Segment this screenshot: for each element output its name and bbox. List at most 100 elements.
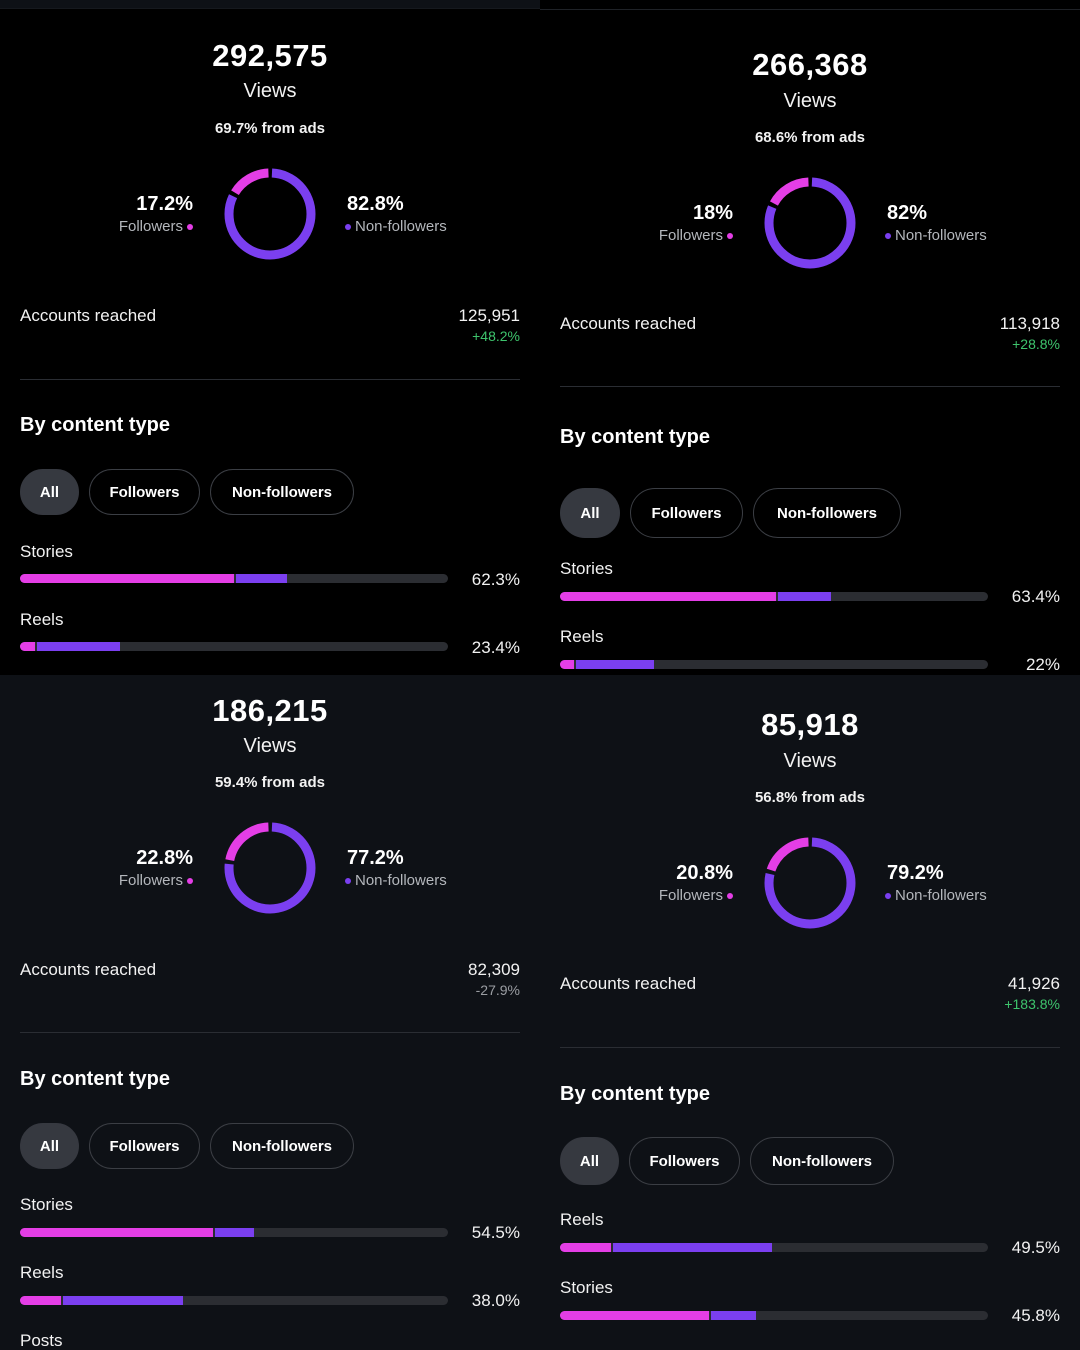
bar-nonfollowers-segment — [215, 1228, 254, 1237]
content-row-percent: 62.3% — [471, 570, 520, 589]
bar-followers-segment — [20, 1228, 213, 1237]
nonfollowers-dot-icon — [885, 893, 891, 900]
section-title: By content type — [560, 1083, 711, 1105]
followers-label: Followers — [118, 872, 183, 889]
followers-legend: Followers — [659, 887, 733, 904]
section-title: By content type — [20, 414, 171, 436]
content-row-bar — [560, 660, 988, 669]
followers-label: Followers — [118, 218, 183, 235]
accounts-reached-change: +28.8% — [1012, 336, 1060, 352]
nonfollowers-dot-icon — [885, 233, 891, 240]
accounts-reached-change: +48.2% — [472, 328, 520, 344]
content-row-label: Stories — [560, 559, 613, 578]
nonfollowers-percent: 79.2% — [887, 862, 944, 884]
insights-panel-3: 186,215 Views 59.4% from ads 22.8% Follo… — [0, 675, 540, 1350]
accounts-reached-label: Accounts reached — [20, 960, 157, 979]
bar-nonfollowers-segment — [37, 642, 120, 651]
ads-share: 68.6% from ads — [754, 129, 866, 146]
nonfollowers-legend: Non-followers — [345, 218, 447, 235]
nonfollowers-label: Non-followers — [895, 227, 987, 244]
content-row-percent: 63.4% — [1011, 587, 1060, 606]
filter-nonfollowers-button[interactable]: Non-followers — [753, 488, 901, 538]
views-count: 266,368 — [752, 47, 868, 82]
top-bar — [0, 0, 540, 9]
content-row-percent: 23.4% — [471, 638, 520, 657]
views-label: Views — [243, 735, 297, 757]
accounts-reached-value: 82,309 — [468, 960, 520, 979]
accounts-reached-label: Accounts reached — [560, 974, 697, 993]
bar-followers-segment — [20, 642, 35, 651]
filter-all-button[interactable]: All — [20, 469, 79, 515]
filter-all-button[interactable]: All — [560, 1137, 619, 1185]
donut-nonfollowers-arc — [764, 177, 856, 269]
content-row-bar — [560, 1243, 988, 1252]
nonfollowers-legend: Non-followers — [885, 227, 987, 244]
insights-panel-4: 85,918 Views 56.8% from ads 20.8% Follow… — [540, 675, 1080, 1350]
followers-legend: Followers — [119, 218, 193, 235]
content-row-bar — [560, 1311, 988, 1320]
bar-followers-segment — [20, 574, 234, 583]
followers-dot-icon — [187, 224, 193, 231]
content-row-bar — [20, 574, 448, 583]
bar-followers-segment — [560, 592, 776, 601]
accounts-reached-value: 41,926 — [1008, 974, 1060, 993]
content-row-label: Posts — [20, 1331, 63, 1350]
bar-nonfollowers-segment — [778, 592, 831, 601]
nonfollowers-label: Non-followers — [895, 887, 987, 904]
accounts-reached-value: 113,918 — [999, 314, 1060, 333]
nonfollowers-dot-icon — [345, 878, 351, 885]
bar-followers-segment — [560, 1311, 709, 1320]
nonfollowers-percent: 77.2% — [347, 847, 404, 869]
divider — [560, 1047, 1060, 1048]
filter-nonfollowers-button[interactable]: Non-followers — [210, 469, 354, 515]
audience-donut-chart — [224, 822, 316, 914]
bar-nonfollowers-segment — [711, 1311, 756, 1320]
nonfollowers-label: Non-followers — [355, 872, 447, 889]
bar-followers-segment — [20, 1296, 61, 1305]
content-row-bar — [560, 592, 988, 601]
filter-all-button[interactable]: All — [20, 1123, 79, 1169]
filter-nonfollowers-button[interactable]: Non-followers — [750, 1137, 894, 1185]
top-divider — [0, 8, 540, 9]
audience-donut-chart — [764, 837, 856, 929]
content-row-bar — [20, 1228, 448, 1237]
donut-nonfollowers-arc — [224, 822, 316, 914]
views-count: 85,918 — [761, 707, 859, 742]
filter-followers-button[interactable]: Followers — [89, 469, 200, 515]
content-row-percent: 49.5% — [1011, 1238, 1060, 1257]
content-row-label: Stories — [20, 542, 73, 561]
content-row-percent: 54.5% — [471, 1223, 520, 1242]
nonfollowers-legend: Non-followers — [885, 887, 987, 904]
donut-nonfollowers-arc — [224, 168, 316, 260]
bar-followers-segment — [560, 1243, 611, 1252]
followers-dot-icon — [187, 878, 193, 885]
filter-followers-button[interactable]: Followers — [630, 488, 743, 538]
filter-all-button[interactable]: All — [560, 488, 620, 538]
content-row-label: Stories — [560, 1278, 613, 1297]
content-row-label: Reels — [560, 1210, 604, 1229]
accounts-reached-value: 125,951 — [458, 306, 520, 325]
filter-followers-button[interactable]: Followers — [89, 1123, 200, 1169]
filter-nonfollowers-button[interactable]: Non-followers — [210, 1123, 354, 1169]
followers-legend: Followers — [119, 872, 193, 889]
ads-share: 56.8% from ads — [754, 789, 866, 806]
ads-share: 69.7% from ads — [214, 120, 326, 137]
section-title: By content type — [560, 426, 711, 448]
views-label: Views — [243, 80, 297, 102]
filter-followers-button[interactable]: Followers — [629, 1137, 740, 1185]
content-row-bar — [20, 1296, 448, 1305]
followers-label: Followers — [658, 887, 723, 904]
views-label: Views — [783, 90, 837, 112]
audience-donut-chart — [224, 168, 316, 260]
divider — [560, 386, 1060, 387]
accounts-reached-label: Accounts reached — [20, 306, 157, 325]
content-row-percent: 45.8% — [1011, 1306, 1060, 1325]
bar-nonfollowers-segment — [63, 1296, 183, 1305]
followers-percent: 20.8% — [676, 862, 733, 884]
nonfollowers-percent: 82.8% — [347, 193, 404, 215]
nonfollowers-legend: Non-followers — [345, 872, 447, 889]
bar-nonfollowers-segment — [576, 660, 654, 669]
accounts-reached-label: Accounts reached — [560, 314, 697, 333]
content-row-percent: 38.0% — [471, 1291, 520, 1310]
audience-donut-chart — [764, 177, 856, 269]
